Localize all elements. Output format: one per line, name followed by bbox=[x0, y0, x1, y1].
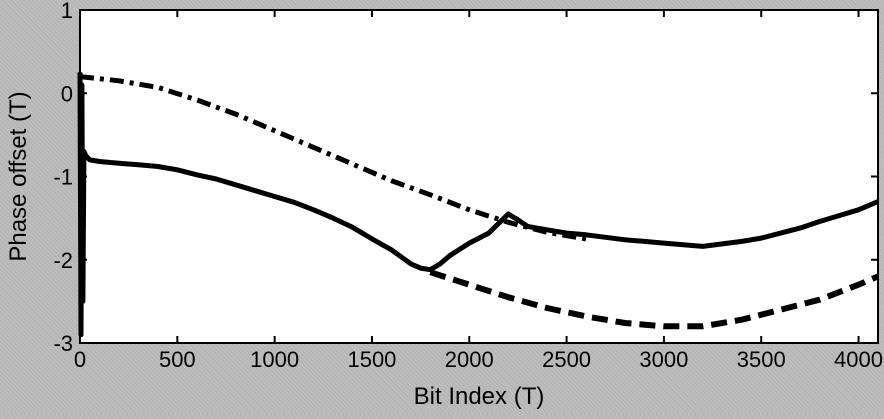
x-tick-label: 3000 bbox=[639, 347, 688, 372]
series-line-1-solid bbox=[77, 72, 879, 338]
axes-group: 0 500 1000 1500 2000 2500 3000 3500 4000 -3 -2 -1 0 1 bbox=[53, 0, 883, 372]
y-tick-label: 1 bbox=[61, 0, 73, 23]
x-axis-label: Bit Index (T) bbox=[414, 383, 545, 410]
x-tick-label: 2500 bbox=[542, 347, 591, 372]
y-tick-label: 0 bbox=[61, 81, 73, 106]
x-tick-label: 1500 bbox=[347, 347, 396, 372]
y-tick-label: -3 bbox=[53, 331, 73, 356]
x-tick-label: 500 bbox=[159, 347, 196, 372]
series-line-3-dashed bbox=[429, 269, 880, 330]
x-tick-label: 3500 bbox=[737, 347, 786, 372]
x-tick-label: 4000 bbox=[834, 347, 883, 372]
series-group bbox=[77, 72, 880, 338]
x-tick-label: 2000 bbox=[445, 347, 494, 372]
y-tick-label: -2 bbox=[53, 248, 73, 273]
x-tick-label: 1000 bbox=[250, 347, 299, 372]
y-axis-label: Phase offset (T) bbox=[5, 91, 32, 261]
y-tick-label: -1 bbox=[53, 165, 73, 190]
x-tick-label: 0 bbox=[74, 347, 86, 372]
